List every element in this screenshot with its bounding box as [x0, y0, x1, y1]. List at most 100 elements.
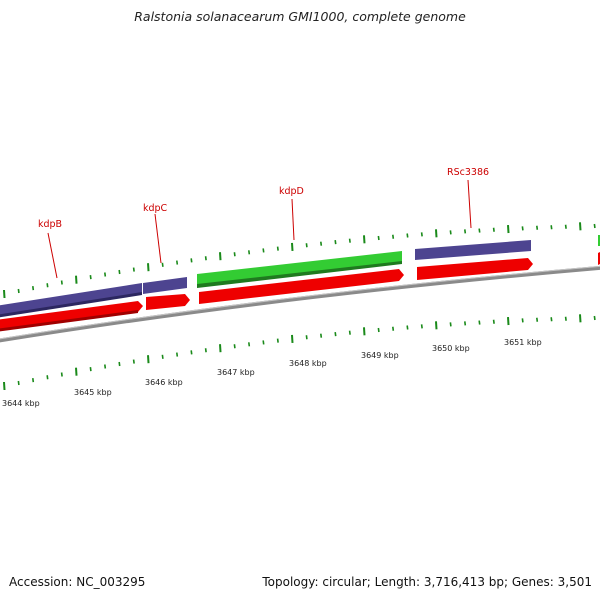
inner-tick	[233, 344, 236, 349]
inner-tick	[204, 348, 207, 353]
outer-tick	[132, 267, 135, 272]
inner-tick	[406, 325, 409, 330]
outer-tick	[46, 283, 49, 288]
inner-tick-track	[3, 314, 596, 391]
tick-label-3649: 3649 kbp	[361, 351, 399, 360]
tick-label-3650: 3650 kbp	[432, 344, 470, 353]
outer-tick	[593, 223, 596, 229]
inner-tick	[478, 320, 481, 325]
kdpB-leader-line	[47, 232, 58, 279]
kdpC-reverse-feature[interactable]	[143, 277, 187, 294]
reverse-shadow	[0, 292, 142, 318]
inner-tick	[550, 317, 553, 322]
tick-label-3651: 3651 kbp	[504, 338, 542, 347]
inner-tick	[276, 338, 279, 343]
inner-tick	[89, 366, 92, 372]
outer-tick	[507, 224, 510, 234]
inner-tick	[435, 321, 438, 330]
tick-label-3646: 3646 kbp	[145, 378, 183, 387]
inner-tick	[104, 364, 107, 369]
outer-tick	[521, 226, 524, 231]
inner-tick	[132, 359, 135, 364]
kdpD-forward-feature[interactable]	[199, 269, 404, 304]
outer-tick	[276, 246, 279, 251]
inner-tick	[334, 332, 337, 337]
rsc3386-reverse-feature[interactable]	[415, 240, 531, 260]
outer-tick	[536, 225, 539, 230]
outer-tick	[219, 252, 222, 261]
tick-label-3648: 3648 kbp	[289, 359, 327, 368]
kdpD-leader-line	[291, 198, 295, 241]
inner-tick	[420, 324, 423, 329]
outer-tick	[190, 258, 193, 263]
outer-tick	[478, 228, 481, 233]
outer-tick	[377, 235, 380, 241]
forward-shadow	[0, 310, 138, 332]
inner-tick	[161, 354, 164, 359]
outer-tick	[392, 234, 395, 239]
outer-tick	[248, 250, 251, 255]
inner-tick	[118, 361, 121, 367]
outer-tick	[363, 235, 366, 244]
outer-tick	[161, 262, 164, 267]
outer-tick	[579, 222, 582, 231]
inner-tick	[536, 317, 539, 322]
kdpC-leader-line	[154, 213, 162, 264]
inner-tick	[17, 380, 20, 386]
outer-tick	[75, 275, 78, 284]
outer-tick	[104, 272, 107, 277]
outer-tick	[320, 241, 323, 246]
outer-tick	[492, 227, 495, 232]
outer-tick	[406, 233, 409, 238]
inner-tick	[449, 322, 452, 327]
outer-tick-track	[3, 222, 596, 299]
inner-tick	[176, 352, 179, 357]
inner-tick	[219, 344, 222, 353]
kdpB-label[interactable]: kdpB	[38, 219, 62, 230]
outer-tick	[118, 269, 121, 275]
inner-tick	[564, 316, 567, 321]
outer-tick	[176, 260, 179, 265]
inner-tick	[3, 381, 6, 391]
map-title: Ralstonia solanacearum GMI1000, complete…	[134, 9, 466, 24]
outer-tick	[147, 263, 150, 272]
rsc3386-label[interactable]: RSc3386	[447, 167, 489, 178]
outer-tick	[550, 225, 553, 230]
kdpD-green-shadow	[197, 261, 402, 288]
outer-tick	[3, 289, 6, 299]
outer-tick	[435, 229, 438, 238]
tick-label-3647: 3647 kbp	[217, 368, 255, 377]
outer-tick	[449, 230, 452, 235]
rsc3386-leader-line	[467, 179, 472, 229]
genome-backbone-highlight	[0, 265, 600, 340]
topology-text: Topology: circular; Length: 3,716,413 bp…	[262, 575, 592, 589]
outer-tick	[89, 274, 92, 280]
inner-tick	[60, 372, 63, 377]
inner-tick	[291, 334, 294, 343]
outer-tick	[17, 288, 20, 294]
kdpB-forward-feature[interactable]	[0, 301, 143, 331]
outer-tick	[464, 229, 467, 234]
inner-tick	[392, 326, 395, 331]
inner-tick	[593, 315, 596, 321]
outer-tick	[420, 232, 423, 237]
inner-tick	[262, 340, 265, 345]
kdpD-green-feature[interactable]	[197, 251, 402, 285]
rsc3386-forward-feature[interactable]	[417, 258, 533, 280]
kdpC-forward-feature[interactable]	[146, 294, 190, 310]
inner-tick	[46, 375, 49, 380]
genome-backbone	[0, 265, 600, 343]
inner-tick	[248, 342, 251, 347]
outer-tick	[204, 256, 207, 261]
kdpC-label[interactable]: kdpC	[143, 203, 168, 214]
kdpB-reverse-feature[interactable]	[0, 283, 142, 317]
inner-tick	[147, 355, 150, 364]
inner-tick	[190, 350, 193, 355]
inner-tick	[492, 319, 495, 324]
kdpD-label[interactable]: kdpD	[279, 186, 304, 197]
accession-text: Accession: NC_003295	[9, 575, 146, 589]
inner-tick	[32, 378, 35, 383]
tick-label-3645: 3645 kbp	[74, 388, 112, 397]
outer-tick	[305, 243, 308, 248]
